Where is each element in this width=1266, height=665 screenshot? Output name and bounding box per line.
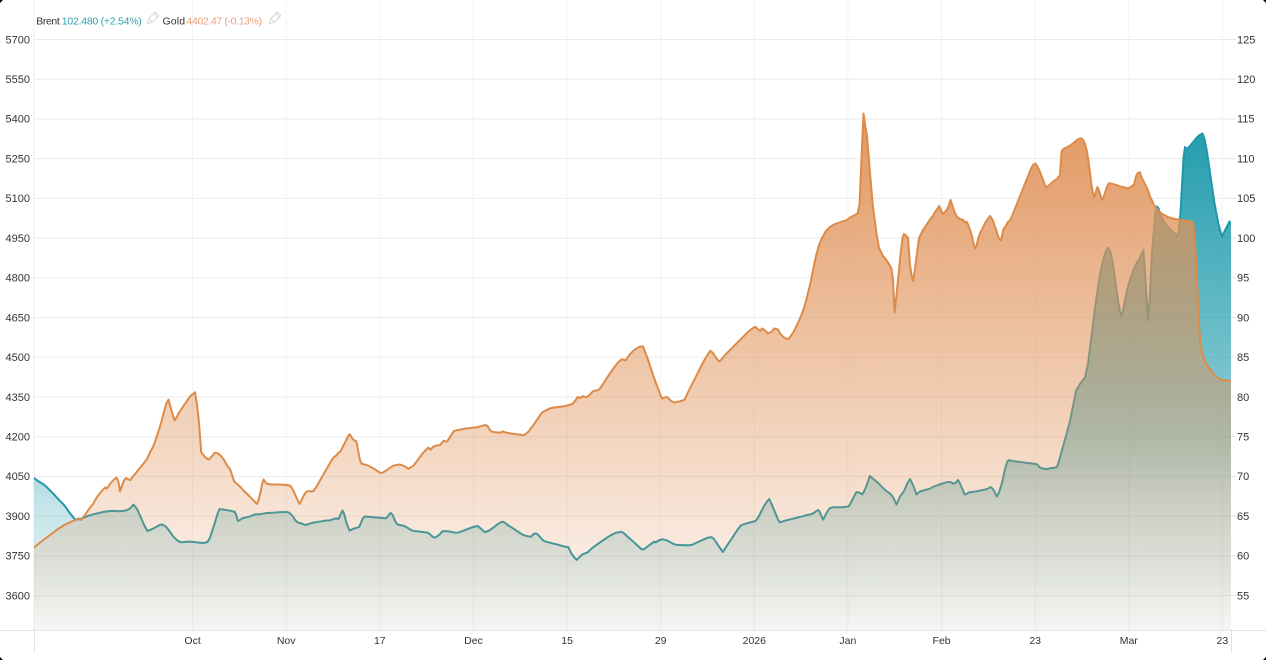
svg-text:55: 55 <box>1237 590 1249 602</box>
svg-text:70: 70 <box>1237 471 1249 483</box>
svg-text:4350: 4350 <box>6 392 30 404</box>
svg-text:Oct: Oct <box>184 635 200 647</box>
svg-text:29: 29 <box>655 635 667 647</box>
svg-text:100: 100 <box>1237 233 1255 245</box>
svg-text:3600: 3600 <box>6 590 30 602</box>
svg-text:95: 95 <box>1237 273 1249 285</box>
svg-text:23: 23 <box>1217 635 1229 647</box>
svg-text:4800: 4800 <box>6 273 30 285</box>
svg-text:115: 115 <box>1237 114 1255 126</box>
svg-text:75: 75 <box>1237 432 1249 444</box>
svg-text:4050: 4050 <box>6 471 30 483</box>
svg-text:4200: 4200 <box>6 432 30 444</box>
svg-text:4650: 4650 <box>6 312 30 324</box>
svg-text:17: 17 <box>374 635 386 647</box>
svg-text:60: 60 <box>1237 551 1249 563</box>
svg-text:102.480 (+2.54%): 102.480 (+2.54%) <box>62 16 142 28</box>
svg-text:Nov: Nov <box>277 635 296 647</box>
svg-text:85: 85 <box>1237 352 1249 364</box>
svg-text:5400: 5400 <box>6 114 30 126</box>
svg-text:5550: 5550 <box>6 74 30 86</box>
svg-text:125: 125 <box>1237 34 1255 46</box>
svg-text:15: 15 <box>561 635 573 647</box>
svg-text:105: 105 <box>1237 193 1255 205</box>
svg-text:Jan: Jan <box>839 635 856 647</box>
svg-text:4402.47 (-0.13%): 4402.47 (-0.13%) <box>187 16 263 28</box>
svg-text:5700: 5700 <box>6 34 30 46</box>
svg-text:4950: 4950 <box>6 233 30 245</box>
svg-text:4500: 4500 <box>6 352 30 364</box>
svg-text:5100: 5100 <box>6 193 30 205</box>
svg-text:3750: 3750 <box>6 551 30 563</box>
svg-text:Mar: Mar <box>1120 635 1139 647</box>
svg-text:Dec: Dec <box>464 635 483 647</box>
svg-text:2026: 2026 <box>743 635 767 647</box>
svg-text:80: 80 <box>1237 392 1249 404</box>
svg-text:Brent: Brent <box>36 16 60 28</box>
svg-text:110: 110 <box>1237 154 1255 166</box>
svg-text:23: 23 <box>1029 635 1041 647</box>
svg-text:5250: 5250 <box>6 154 30 166</box>
svg-text:Gold: Gold <box>163 16 186 28</box>
svg-text:3900: 3900 <box>6 511 30 523</box>
svg-text:Feb: Feb <box>933 635 951 647</box>
svg-text:90: 90 <box>1237 312 1249 324</box>
svg-text:120: 120 <box>1237 74 1255 86</box>
svg-text:65: 65 <box>1237 511 1249 523</box>
